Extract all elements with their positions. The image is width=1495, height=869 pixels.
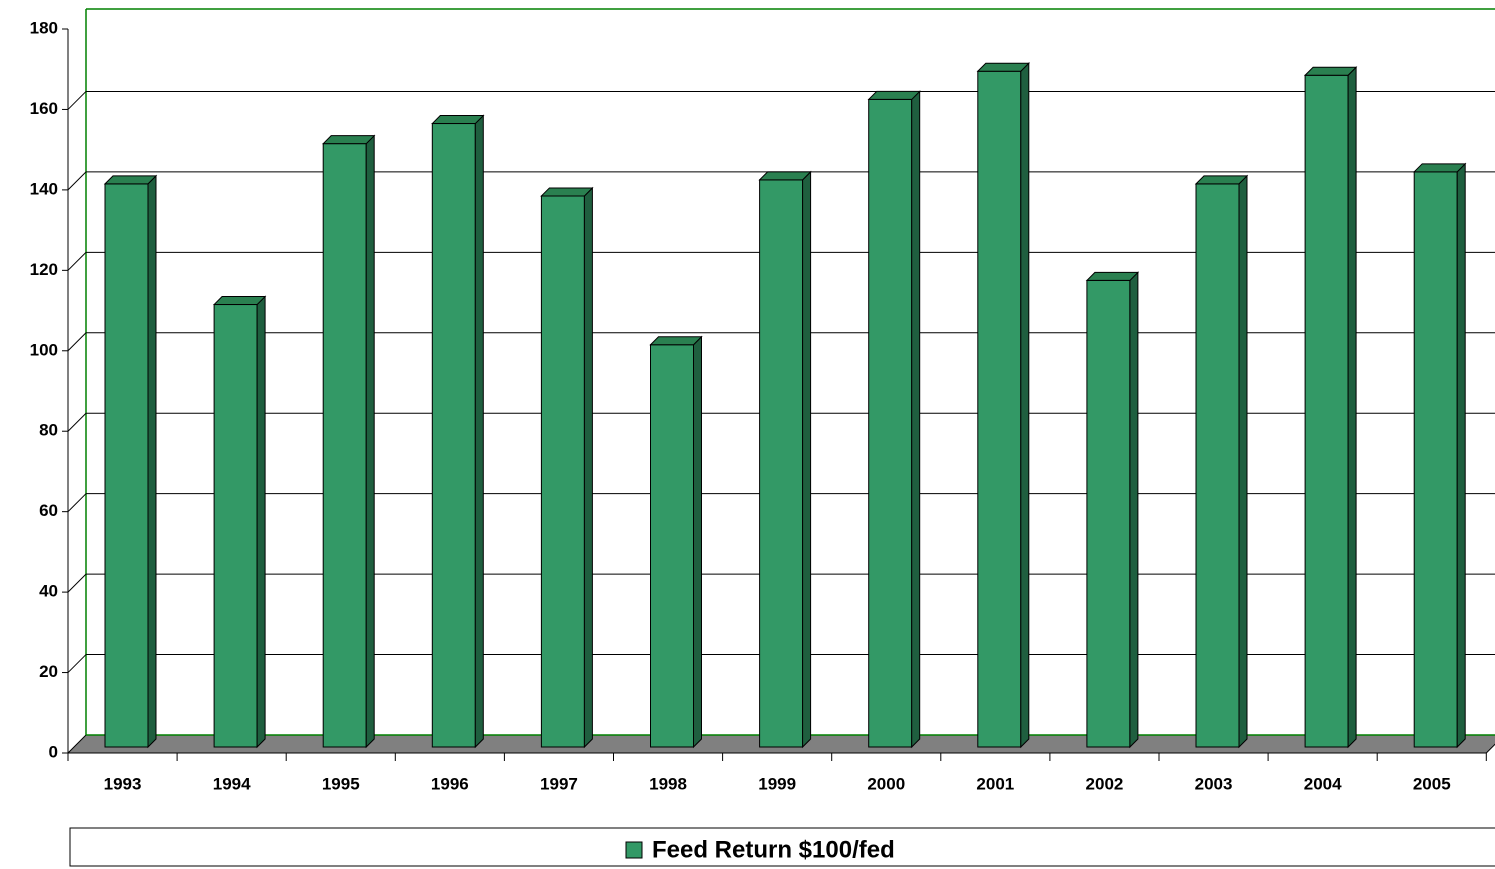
- y-tick-label: 0: [49, 742, 58, 761]
- bar-side: [1347, 66, 1357, 749]
- x-tick-label: 1999: [758, 774, 796, 793]
- bar-side: [802, 170, 812, 749]
- grid-line: [67, 493, 87, 513]
- x-tick-label: 1995: [322, 774, 360, 793]
- grid-line: [67, 332, 87, 352]
- bar-side: [1238, 174, 1248, 749]
- bar: [540, 195, 585, 748]
- grid-line: [67, 171, 87, 191]
- bar-top: [976, 62, 1031, 72]
- bar-side: [147, 174, 157, 749]
- bar-side: [1020, 62, 1030, 749]
- y-tick-label: 160: [30, 99, 58, 118]
- x-tick-label: 2003: [1195, 774, 1233, 793]
- x-tick-label: 2002: [1086, 774, 1124, 793]
- bar-top: [1085, 271, 1140, 281]
- grid-line: [67, 654, 87, 673]
- x-tick-label: 1997: [540, 774, 578, 793]
- bar: [650, 344, 694, 748]
- bar-side: [1129, 271, 1139, 749]
- bar: [1195, 183, 1240, 748]
- x-tick-label: 2001: [976, 774, 1014, 793]
- bar: [868, 98, 913, 748]
- x-tick-label: 2005: [1413, 774, 1451, 793]
- bar-top: [649, 336, 703, 346]
- bar: [1304, 74, 1349, 748]
- y-tick-label: 40: [39, 582, 58, 601]
- y-tick-label: 60: [39, 501, 58, 520]
- bar: [977, 70, 1022, 748]
- x-tick-label: 1998: [649, 774, 687, 793]
- x-tick-label: 1994: [213, 774, 251, 793]
- bar: [431, 123, 476, 748]
- bar-side: [474, 114, 484, 749]
- y-tick-label: 100: [30, 340, 58, 359]
- grid-line: [67, 251, 87, 271]
- y-tick-label: 180: [30, 18, 58, 37]
- bar-top: [212, 296, 267, 306]
- bar-top: [1412, 163, 1467, 173]
- grid-line: [67, 573, 87, 593]
- bar-side: [693, 335, 702, 749]
- bar-top: [1303, 66, 1358, 76]
- x-tick-label: 1993: [104, 774, 142, 793]
- bar: [213, 304, 258, 748]
- bar-side: [1456, 162, 1466, 749]
- bar-top: [867, 90, 921, 100]
- x-tick-label: 2000: [867, 774, 905, 793]
- bar: [322, 143, 367, 748]
- bar-top: [758, 171, 812, 181]
- bar-top: [1194, 175, 1249, 185]
- y-tick-label: 20: [39, 662, 58, 681]
- legend-box: [69, 827, 1495, 867]
- bar-side: [583, 186, 593, 749]
- legend-swatch: [625, 841, 643, 859]
- bar-top: [540, 187, 594, 197]
- bar-top: [103, 175, 158, 185]
- legend-label: Feed Return $100/fed: [652, 836, 895, 863]
- y-tick-label: 80: [39, 421, 58, 440]
- grid-line: [67, 412, 87, 432]
- bar-side: [365, 134, 375, 749]
- bar: [104, 183, 149, 748]
- x-tick-label: 1996: [431, 774, 469, 793]
- bar: [759, 179, 804, 748]
- bar-side: [911, 90, 921, 749]
- bar-top: [431, 115, 485, 125]
- bar-side: [256, 295, 266, 749]
- x-tick-label: 2004: [1304, 774, 1342, 793]
- y-tick-label: 140: [30, 179, 58, 198]
- bar: [1086, 279, 1131, 748]
- grid-line: [67, 91, 87, 110]
- y-tick-label: 120: [30, 260, 58, 279]
- bar-top: [321, 135, 376, 145]
- bar: [1413, 171, 1458, 748]
